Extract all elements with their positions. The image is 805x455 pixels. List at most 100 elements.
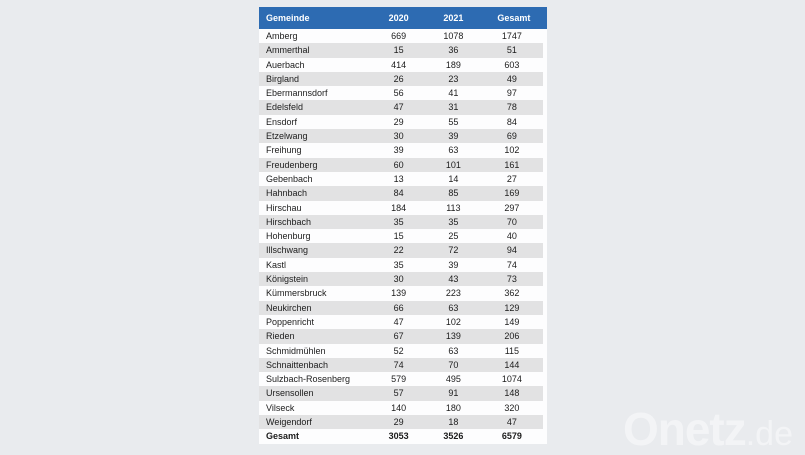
value-gesamt-cell: 1747 <box>480 29 547 44</box>
gemeinde-cell: Schmidmühlen <box>259 343 372 358</box>
value-2021-cell: 91 <box>426 386 481 401</box>
table-row: Ensdorf 29 55 84 <box>259 114 547 130</box>
gemeinde-cell: Weigendorf <box>259 415 372 430</box>
value-2020-cell: 139 <box>371 286 427 301</box>
column-header-gesamt: Gesamt <box>480 7 547 29</box>
value-2021-cell: 139 <box>426 329 481 344</box>
value-2020-cell: 74 <box>371 357 427 373</box>
value-gesamt-cell: 51 <box>480 43 547 58</box>
gemeinde-cell: Birgland <box>259 71 372 87</box>
gemeinde-cell: Hahnbach <box>259 186 372 201</box>
value-2020-cell: 140 <box>371 400 427 416</box>
value-2021-cell: 23 <box>426 71 481 87</box>
column-header-gemeinde: Gemeinde <box>259 7 372 29</box>
gemeinde-cell: Ebermannsdorf <box>259 86 372 101</box>
value-2021-cell: 43 <box>426 272 481 287</box>
table-row: Hirschau 184 113 297 <box>259 200 547 215</box>
value-gesamt-cell: 74 <box>480 257 547 273</box>
value-2021-cell: 39 <box>426 257 481 273</box>
value-gesamt-cell: 40 <box>480 229 547 244</box>
value-2021-cell: 36 <box>426 43 481 58</box>
gemeinde-cell: Kastl <box>259 257 372 273</box>
value-2021-cell: 180 <box>426 400 481 416</box>
value-gesamt-cell: 1074 <box>480 372 547 387</box>
value-2021-cell: 63 <box>426 300 481 315</box>
gemeinde-cell: Ensdorf <box>259 114 372 130</box>
table-row: Schnaittenbach 74 70 144 <box>259 357 547 373</box>
table-body: Amberg 669 1078 1747 Ammerthal 15 36 51 Auerbach… <box>259 29 547 430</box>
value-2020-cell: 29 <box>371 114 427 130</box>
value-2021-cell: 189 <box>426 57 481 72</box>
value-gesamt-cell: 297 <box>480 200 547 215</box>
value-2020-cell: 47 <box>371 314 427 330</box>
value-2020-cell: 57 <box>371 386 427 401</box>
table-row: Gebenbach 13 14 27 <box>259 171 547 187</box>
value-2020-cell: 579 <box>371 372 427 387</box>
value-gesamt-cell: 169 <box>480 186 547 201</box>
total-gesamt: 6579 <box>480 429 547 444</box>
value-gesamt-cell: 84 <box>480 114 547 130</box>
table-header-row: Gemeinde 2020 2021 Gesamt <box>259 7 547 29</box>
value-2021-cell: 70 <box>426 357 481 373</box>
value-2020-cell: 35 <box>371 257 427 273</box>
table-row: Illschwang 22 72 94 <box>259 243 547 258</box>
value-2020-cell: 56 <box>371 86 427 101</box>
value-gesamt-cell: 144 <box>480 357 547 373</box>
value-2021-cell: 113 <box>426 200 481 215</box>
value-2020-cell: 15 <box>371 229 427 244</box>
table-row: Poppenricht 47 102 149 <box>259 314 547 330</box>
gemeinde-cell: Gebenbach <box>259 171 372 187</box>
value-gesamt-cell: 47 <box>480 415 547 430</box>
gemeinde-cell: Königstein <box>259 272 372 287</box>
value-2021-cell: 55 <box>426 114 481 130</box>
table-row: Kastl 35 39 74 <box>259 257 547 273</box>
value-2020-cell: 29 <box>371 415 427 430</box>
value-gesamt-cell: 115 <box>480 343 547 358</box>
value-gesamt-cell: 27 <box>480 171 547 187</box>
value-2020-cell: 39 <box>371 143 427 158</box>
value-gesamt-cell: 102 <box>480 143 547 158</box>
value-2021-cell: 1078 <box>426 29 481 44</box>
value-gesamt-cell: 148 <box>480 386 547 401</box>
gemeinde-cell: Vilseck <box>259 400 372 416</box>
table-row: Edelsfeld 47 31 78 <box>259 100 547 115</box>
table-row: Neukirchen 66 63 129 <box>259 300 547 315</box>
value-gesamt-cell: 362 <box>480 286 547 301</box>
value-gesamt-cell: 73 <box>480 272 547 287</box>
value-2021-cell: 39 <box>426 129 481 144</box>
value-2021-cell: 85 <box>426 186 481 201</box>
total-2020: 3053 <box>371 429 427 444</box>
gemeinde-cell: Amberg <box>259 29 372 44</box>
value-gesamt-cell: 78 <box>480 100 547 115</box>
gemeinde-cell: Sulzbach-Rosenberg <box>259 372 372 387</box>
table-row: Kümmersbruck 139 223 362 <box>259 286 547 301</box>
value-2021-cell: 101 <box>426 157 481 172</box>
gemeinde-cell: Poppenricht <box>259 314 372 330</box>
value-gesamt-cell: 49 <box>480 71 547 87</box>
table-header: Gemeinde 2020 2021 Gesamt <box>259 7 547 29</box>
total-2021: 3526 <box>426 429 481 444</box>
value-2021-cell: 63 <box>426 143 481 158</box>
value-2020-cell: 84 <box>371 186 427 201</box>
value-2020-cell: 26 <box>371 71 427 87</box>
table-row: Weigendorf 29 18 47 <box>259 415 547 430</box>
value-gesamt-cell: 320 <box>480 400 547 416</box>
table-row: Ebermannsdorf 56 41 97 <box>259 86 547 101</box>
value-2021-cell: 72 <box>426 243 481 258</box>
gemeinde-cell: Auerbach <box>259 57 372 72</box>
value-2020-cell: 15 <box>371 43 427 58</box>
value-2020-cell: 52 <box>371 343 427 358</box>
total-label: Gesamt <box>259 429 372 444</box>
value-gesamt-cell: 149 <box>480 314 547 330</box>
value-2021-cell: 25 <box>426 229 481 244</box>
onetz-watermark: Onetz.de <box>623 406 793 452</box>
table-row: Hohenburg 15 25 40 <box>259 229 547 244</box>
total-row: Gesamt 3053 3526 6579 <box>259 429 547 444</box>
value-2021-cell: 14 <box>426 171 481 187</box>
gemeinde-cell: Hohenburg <box>259 229 372 244</box>
watermark-suffix-text: .de <box>745 415 793 453</box>
value-gesamt-cell: 70 <box>480 214 547 230</box>
value-2020-cell: 22 <box>371 243 427 258</box>
table-footer: Gesamt 3053 3526 6579 <box>259 429 547 444</box>
